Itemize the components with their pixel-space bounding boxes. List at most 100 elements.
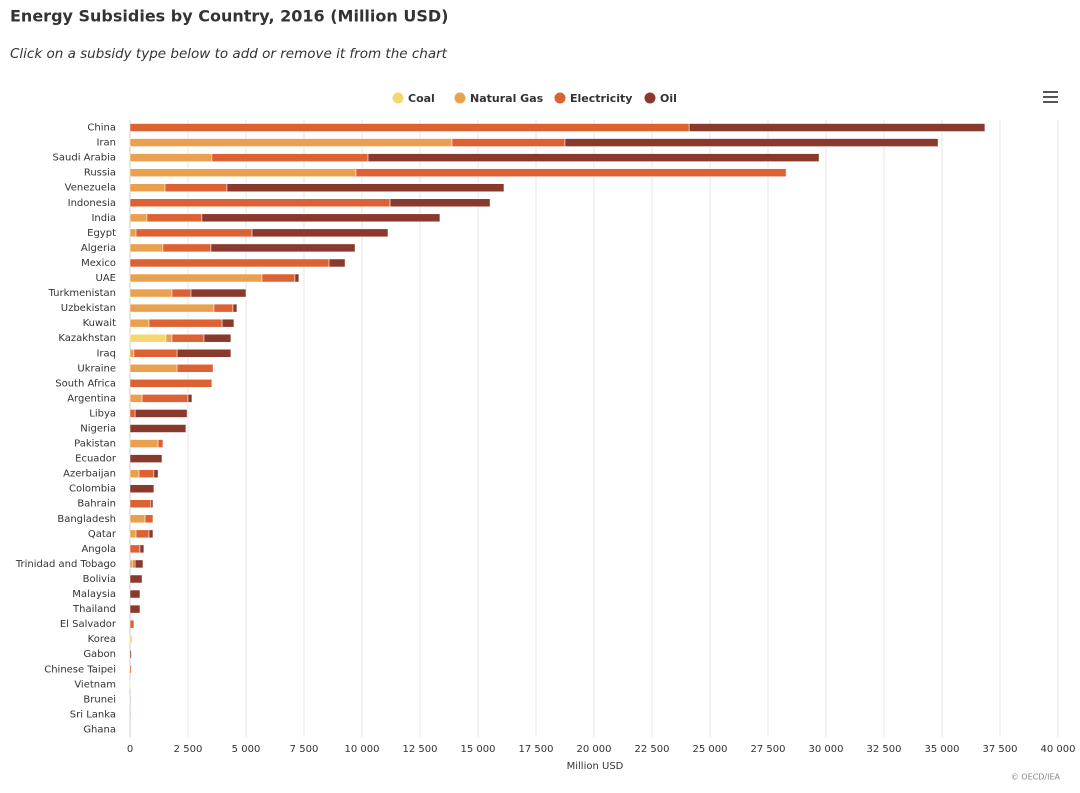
x-tick-label: 0: [127, 744, 133, 755]
y-tick-label: Uzbekistan: [61, 303, 116, 314]
bar-segment: [164, 183, 228, 192]
bar-segment: [129, 604, 141, 614]
legend-swatch[interactable]: [392, 92, 404, 104]
y-tick-label: Russia: [84, 168, 116, 179]
y-tick-label: Korea: [88, 634, 116, 645]
legend-label[interactable]: Oil: [660, 92, 677, 105]
x-tick-label: 2 500: [174, 744, 203, 755]
x-tick-label: 35 000: [925, 744, 960, 755]
legend-swatch[interactable]: [644, 92, 656, 104]
x-tick-label: 7 500: [290, 744, 319, 755]
y-tick-label: Colombia: [69, 484, 116, 495]
bar-segment: [251, 228, 389, 238]
bar-segment: [261, 273, 296, 283]
y-tick-label: Qatar: [88, 529, 117, 540]
x-axis-label: Million USD: [567, 761, 624, 772]
bar-segment: [210, 243, 356, 253]
bar-segment: [129, 258, 330, 268]
bar-segment: [129, 168, 357, 177]
bar-segment: [176, 364, 214, 373]
bar-segment: [157, 439, 164, 448]
bar-segment: [129, 484, 155, 493]
bar-segment: [129, 710, 131, 719]
y-tick-label: Sri Lanka: [70, 709, 116, 720]
bar-segment: [129, 379, 213, 388]
y-tick-label: Ukraine: [77, 363, 116, 374]
y-tick-label: Algeria: [81, 243, 116, 254]
y-tick-label: Libya: [89, 408, 116, 419]
bar-segment: [129, 123, 690, 132]
credits: © OECD/IEA: [1011, 773, 1061, 782]
x-tick-label: 30 000: [809, 744, 844, 755]
y-tick-label: Saudi Arabia: [53, 153, 116, 164]
menu-icon[interactable]: [1043, 91, 1058, 103]
y-tick-label: Trinidad and Tobago: [15, 559, 116, 570]
legend-label[interactable]: Natural Gas: [470, 92, 544, 105]
bar-segment: [211, 153, 369, 162]
y-tick-label: Bangladesh: [57, 514, 116, 525]
bar-segment: [129, 243, 164, 253]
x-tick-label: 27 500: [751, 744, 786, 755]
bar-segment: [148, 318, 223, 328]
bar-segment: [129, 394, 143, 403]
bar-segment: [129, 574, 143, 584]
y-tick-label: India: [91, 213, 116, 224]
x-tick-label: 5 000: [232, 744, 261, 755]
bar-segment: [201, 213, 441, 223]
y-tick-label: Azerbaijan: [63, 469, 116, 480]
bar-segment: [389, 198, 491, 208]
bar-segment: [153, 469, 159, 478]
legend-label[interactable]: Coal: [408, 92, 435, 105]
y-tick-label: Turkmenistan: [48, 288, 116, 299]
bar-segment: [129, 665, 132, 674]
bar-segment: [232, 303, 238, 313]
y-tick-label: Bolivia: [83, 574, 116, 585]
y-tick-label: Thailand: [72, 604, 116, 615]
x-tick-label: 25 000: [693, 744, 728, 755]
bar-segment: [226, 183, 505, 192]
bar-segment: [171, 333, 205, 343]
bar-segment: [129, 469, 140, 478]
y-tick-label: Gabon: [83, 649, 116, 660]
bar-segment: [148, 529, 154, 539]
bar-segment: [355, 168, 787, 177]
bar-segment: [213, 303, 234, 313]
y-tick-label: El Salvador: [60, 619, 117, 630]
bar-segment: [176, 349, 232, 358]
y-tick-label: Ecuador: [75, 454, 117, 465]
bar-segment: [129, 424, 187, 433]
x-tick-label: 37 500: [983, 744, 1018, 755]
y-tick-label: Vietnam: [74, 679, 116, 690]
legend-label[interactable]: Electricity: [570, 92, 632, 105]
bar-segment: [129, 138, 453, 147]
bar-segment: [165, 333, 173, 343]
bar-segment: [129, 349, 135, 358]
x-tick-label: 10 000: [345, 744, 380, 755]
bar-segment: [129, 183, 166, 192]
y-tick-label: Ghana: [83, 724, 116, 735]
bar-segment: [129, 680, 131, 689]
y-tick-label: Kazakhstan: [58, 333, 116, 344]
bar-segment: [564, 138, 939, 147]
legend-swatch[interactable]: [454, 92, 466, 104]
bar-segment: [132, 559, 136, 569]
bar-segment: [144, 514, 154, 524]
y-tick-label: Venezuela: [65, 183, 116, 194]
bar-segment: [129, 333, 167, 343]
bar-segment: [162, 243, 212, 253]
bar-segment: [133, 349, 178, 358]
bar-segment: [129, 649, 132, 659]
bar-segment: [134, 409, 188, 418]
bar-segment: [139, 544, 145, 554]
y-tick-label: Argentina: [67, 393, 116, 404]
y-tick-label: Mexico: [81, 258, 116, 269]
legend-swatch[interactable]: [554, 92, 566, 104]
bar-segment: [129, 529, 137, 539]
bar-segment: [129, 153, 213, 162]
y-tick-label: Kuwait: [83, 318, 116, 329]
bar-segment: [129, 634, 133, 644]
bar-segment: [134, 559, 144, 569]
y-tick-label: China: [87, 123, 116, 134]
bar-segment: [129, 454, 163, 463]
y-tick-label: Nigeria: [80, 424, 116, 435]
